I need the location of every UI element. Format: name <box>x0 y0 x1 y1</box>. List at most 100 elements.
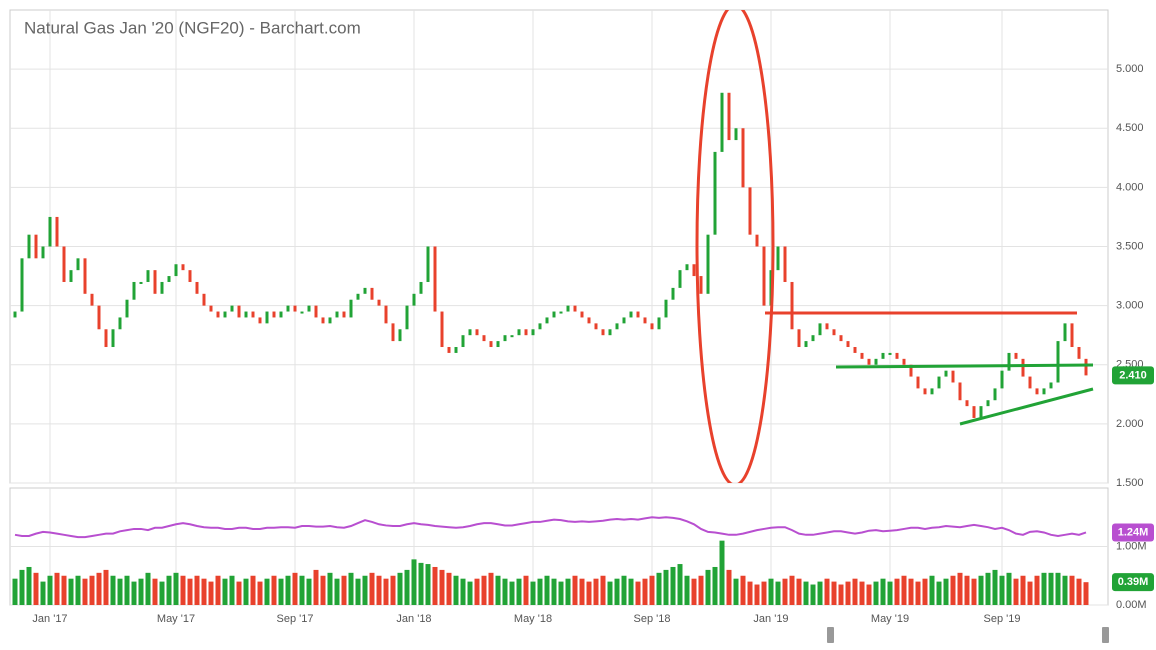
price-bar <box>517 329 521 336</box>
volume-bar <box>579 578 585 605</box>
price-bar <box>552 311 556 318</box>
price-bar <box>566 305 570 312</box>
price-bar <box>916 376 920 389</box>
volume-bar <box>138 578 144 605</box>
price-bar <box>993 388 997 401</box>
volume-bar <box>264 578 270 605</box>
price-bar <box>1084 358 1088 376</box>
price-bar <box>13 311 17 318</box>
volume-bar <box>950 575 956 605</box>
volume-label-box <box>1112 523 1154 542</box>
price-bar <box>125 299 129 318</box>
volume-bar <box>817 581 823 605</box>
volume-bar <box>544 575 550 605</box>
volume-bar <box>971 578 977 605</box>
volume-bar <box>68 578 74 605</box>
price-bar <box>860 352 864 359</box>
price-bar <box>363 287 367 294</box>
price-bar <box>1063 323 1067 342</box>
price-bar <box>720 92 724 152</box>
price-bar <box>398 329 402 342</box>
price-bar <box>265 311 269 324</box>
price-bar <box>1077 347 1081 359</box>
price-bar <box>601 329 605 336</box>
volume-bar <box>236 581 242 605</box>
volume-bar <box>621 575 627 605</box>
volume-bar <box>789 575 795 605</box>
volume-bar <box>838 584 844 605</box>
volume-bar <box>327 572 333 605</box>
price-bar <box>755 234 759 247</box>
volume-bar <box>719 540 725 605</box>
price-bar <box>118 317 122 330</box>
price-bar <box>678 270 682 288</box>
price-bar <box>629 311 633 318</box>
volume-bar <box>474 578 480 605</box>
volume-bar <box>747 581 753 605</box>
price-bar <box>587 317 591 324</box>
price-bar <box>832 329 836 336</box>
price-bar <box>776 246 780 271</box>
price-bar <box>146 270 150 282</box>
volume-bar <box>250 575 256 605</box>
volume-bar <box>831 581 837 605</box>
volume-bar <box>796 578 802 605</box>
price-bar <box>69 270 73 282</box>
highlight-ellipse <box>695 10 775 483</box>
x-tick-label: Jan '19 <box>753 613 788 625</box>
price-bar <box>545 317 549 324</box>
price-bar <box>524 329 528 336</box>
y-tick-label: 4.500 <box>1116 122 1144 134</box>
price-bar <box>237 305 241 318</box>
price-bar <box>188 270 192 282</box>
price-bar <box>839 335 843 342</box>
price-bar <box>881 352 885 359</box>
volume-bar <box>124 575 130 605</box>
volume-average-line <box>14 516 1087 539</box>
volume-bar <box>530 581 536 605</box>
price-bar <box>209 305 213 312</box>
volume-bar <box>446 572 452 605</box>
volume-bar <box>670 566 676 605</box>
volume-bar <box>362 575 368 605</box>
volume-bar <box>1027 581 1033 605</box>
price-bar <box>62 246 66 282</box>
price-bar <box>1000 370 1004 389</box>
price-bar <box>1070 323 1074 348</box>
volume-bar <box>873 581 879 605</box>
volume-bar <box>215 575 221 605</box>
range-handle[interactable] <box>1102 627 1109 643</box>
price-bar <box>482 335 486 342</box>
price-bar <box>790 281 794 330</box>
price-bar <box>825 323 829 330</box>
volume-bar <box>712 566 718 605</box>
price-bar <box>496 341 500 348</box>
annotations <box>695 10 1094 483</box>
price-bar <box>951 370 955 383</box>
price-bar <box>559 311 563 314</box>
volume-bar <box>117 578 123 605</box>
price-bar <box>580 311 584 318</box>
price-bar <box>713 151 717 235</box>
price-bar <box>510 335 514 338</box>
volume-bar <box>1083 582 1089 605</box>
price-bar <box>944 370 948 377</box>
price-bar <box>1056 341 1060 383</box>
price-bar <box>909 364 913 377</box>
volume-bar <box>257 581 263 605</box>
price-bar <box>923 388 927 395</box>
price-bar <box>671 287 675 300</box>
volume-bar <box>285 575 291 605</box>
volume-bar <box>845 581 851 605</box>
volume-bar <box>33 572 39 605</box>
volume-bar <box>992 569 998 605</box>
price-bar <box>307 305 311 312</box>
volume-bar <box>537 578 543 605</box>
volume-bar <box>887 581 893 605</box>
range-handle[interactable] <box>827 627 834 643</box>
volume-bar <box>782 578 788 605</box>
volume-bar <box>768 578 774 605</box>
price-bar <box>797 329 801 348</box>
volume-bar <box>635 581 641 605</box>
price-bar <box>804 341 808 348</box>
